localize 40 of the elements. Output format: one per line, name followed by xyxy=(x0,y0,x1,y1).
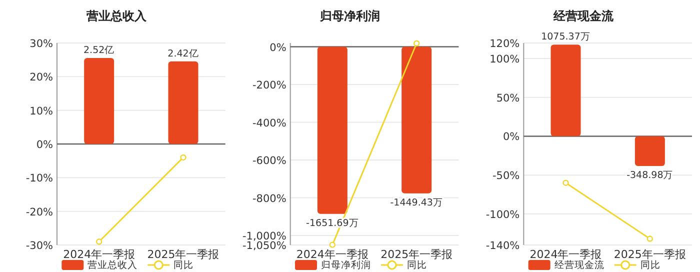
y-tick-label: -10% xyxy=(26,172,54,185)
x-tick-label: 2025年一季报 xyxy=(380,248,453,261)
legend-label: 经营现金流 xyxy=(554,259,604,271)
chart-title: 归母净利润 xyxy=(319,9,380,23)
legend-label: 同比 xyxy=(407,259,427,271)
legend-label: 同比 xyxy=(174,259,194,271)
y-tick-label: -20% xyxy=(26,206,54,218)
chart-title: 营业总收入 xyxy=(86,9,148,23)
chart-title: 经营现金流 xyxy=(552,9,614,23)
y-tick-label: 0% xyxy=(270,42,286,54)
y-tick-label: -200% xyxy=(252,80,286,92)
x-tick-label: 2024年一季报 xyxy=(296,248,368,261)
y-tick-label: -800% xyxy=(252,192,286,205)
y-tick-label: -30% xyxy=(26,240,54,252)
data-label: 2.42亿 xyxy=(168,48,199,60)
y-tick-label: -50% xyxy=(492,170,520,182)
y-tick-label: 120% xyxy=(490,38,520,50)
x-tick-label: 2025年一季报 xyxy=(147,248,220,261)
y-tick-label: 10% xyxy=(30,105,54,118)
y-tick-label: -100% xyxy=(486,208,520,221)
y-tick-label: -1,050% xyxy=(242,240,286,252)
y-tick-label: 50% xyxy=(496,92,520,104)
y-tick-label: -400% xyxy=(252,117,286,130)
x-tick-label: 2024年一季报 xyxy=(63,248,136,261)
data-label: -1449.43万 xyxy=(390,197,443,208)
y-tick-label: -140% xyxy=(486,240,520,252)
y-tick-label: 20% xyxy=(30,72,54,84)
legend-label: 归母净利润 xyxy=(321,259,371,271)
y-tick-label: 30% xyxy=(30,38,54,50)
legend-label: 同比 xyxy=(640,259,660,271)
x-tick-label: 2025年一季报 xyxy=(614,248,686,261)
data-label: 1075.37万 xyxy=(541,32,590,43)
y-tick-label: 0% xyxy=(502,131,520,144)
y-tick-label: 0% xyxy=(36,139,54,151)
data-label: 2.52亿 xyxy=(84,45,115,56)
y-tick-label: -600% xyxy=(252,155,286,168)
x-tick-label: 2024年一季报 xyxy=(530,248,602,261)
legend-label: 营业总收入 xyxy=(88,259,138,271)
data-label: -348.98万 xyxy=(626,170,674,181)
y-tick-label: 100% xyxy=(490,54,520,66)
